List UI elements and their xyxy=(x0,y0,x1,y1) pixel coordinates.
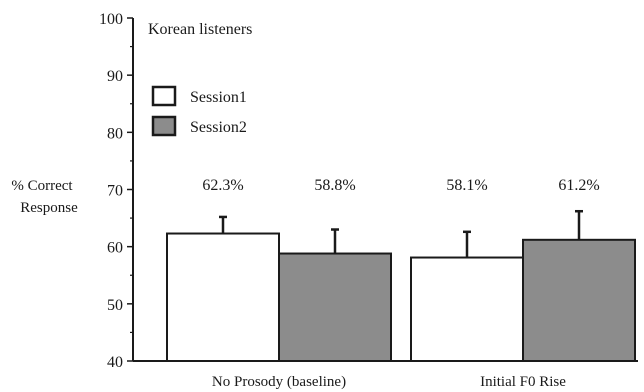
legend-label: Session1 xyxy=(190,89,247,106)
value-labels: 62.3% 58.8% 58.1% 61.2% xyxy=(202,177,599,194)
x-category-label: No Prosody (baseline) xyxy=(212,374,346,390)
y-tick-label: 70 xyxy=(107,183,123,200)
bar-session2-1 xyxy=(278,252,392,363)
y-tick-label: 50 xyxy=(107,297,123,314)
bar-session2-2 xyxy=(522,238,636,363)
chart-title: Korean listeners xyxy=(148,21,252,38)
y-axis: 40 50 60 70 80 90 100 xyxy=(99,11,134,371)
value-label: 61.2% xyxy=(558,177,599,194)
legend: Session1 Session2 xyxy=(151,85,247,137)
bar-session1-1 xyxy=(166,232,280,362)
y-tick-label: 60 xyxy=(107,240,123,257)
bars xyxy=(166,209,636,363)
legend-swatch xyxy=(151,85,177,107)
legend-label: Session2 xyxy=(190,119,247,136)
value-label: 62.3% xyxy=(202,177,243,194)
y-axis-label-line1: % Correct xyxy=(11,178,73,194)
y-tick-label: 80 xyxy=(107,125,123,142)
value-label: 58.8% xyxy=(314,177,355,194)
bar-session1-2 xyxy=(410,256,524,362)
legend-swatch xyxy=(151,115,177,137)
x-category-label: Initial F0 Rise xyxy=(480,374,566,390)
x-axis: No Prosody (baseline) Initial F0 Rise xyxy=(133,360,638,390)
value-label: 58.1% xyxy=(446,177,487,194)
y-tick-label: 40 xyxy=(107,354,123,371)
y-tick-label: 90 xyxy=(107,68,123,85)
y-tick-label: 100 xyxy=(99,11,123,28)
y-axis-label-line2: Response xyxy=(20,200,78,216)
